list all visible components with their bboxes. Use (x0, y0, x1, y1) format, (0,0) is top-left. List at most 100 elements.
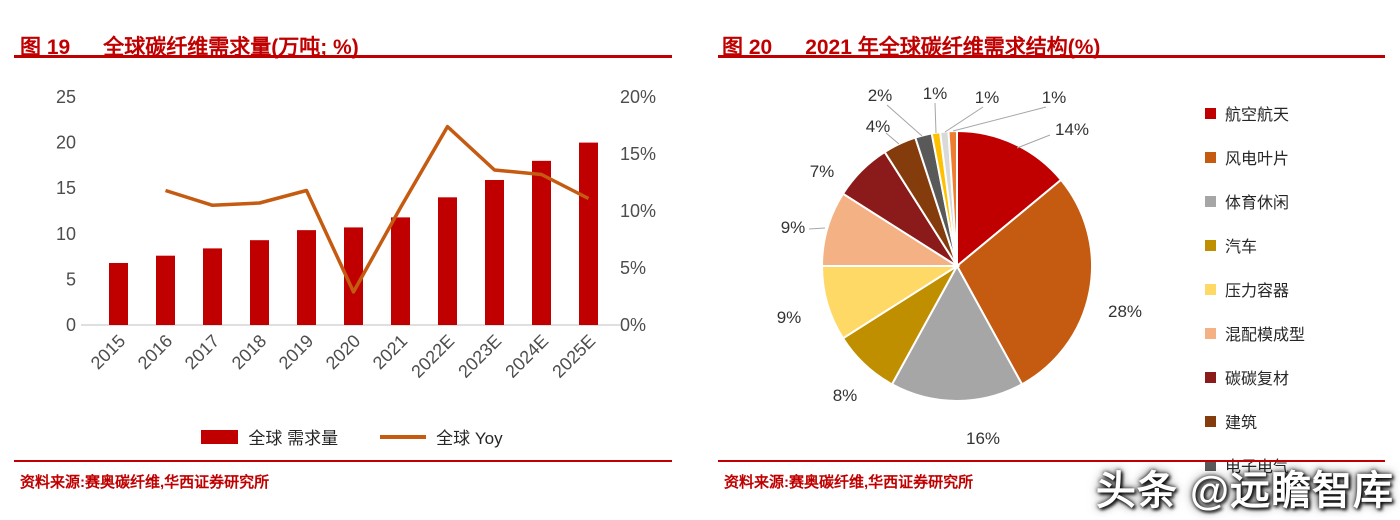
bar-2016 (156, 255, 175, 325)
pie-leader-line (952, 106, 1047, 132)
x-axis-tick: 2016 (134, 331, 176, 373)
x-axis-tick: 2021 (369, 331, 411, 373)
legend-label: 电子电气 (1225, 459, 1290, 476)
legend-swatch (1205, 327, 1216, 339)
figure-20-number: 图 20 (722, 36, 773, 60)
pie-leader-line (808, 227, 826, 230)
right-axis-tick: 0% (620, 315, 646, 335)
pie-slice-航空航天 (956, 129, 1063, 269)
pie-value-label: 4% (866, 117, 891, 136)
left-axis-tick: 15 (56, 178, 76, 198)
x-axis-tick: 2018 (228, 331, 270, 373)
pie-value-label: 28% (1108, 302, 1142, 321)
figure-20-bottom-rule (718, 460, 1385, 462)
legend-item-压力容器: 压力容器 (1205, 277, 1305, 301)
x-axis-tick: 2020 (322, 331, 364, 373)
bar-2022E (438, 197, 457, 325)
figure-20-title-rule (718, 55, 1385, 58)
left-axis-tick: 5 (66, 269, 76, 289)
pie-slice-slice-12 (947, 129, 958, 267)
figure-19-number: 图 19 (20, 36, 71, 60)
legend-item-建筑: 建筑 (1205, 409, 1305, 433)
figure-20-title: 图 20 2021 年全球碳纤维需求结构(%) (722, 31, 1100, 61)
pie-value-label: 14% (1055, 120, 1089, 139)
figure-19-title-rule (14, 55, 672, 58)
legend-label: 风电叶片 (1225, 151, 1290, 168)
pie-leader-line (944, 106, 984, 133)
legend-item-碳碳复材: 碳碳复材 (1205, 365, 1305, 389)
pie-slice-体育休闲 (890, 263, 1024, 402)
x-axis-tick: 2017 (181, 331, 223, 373)
pie-value-label: 1% (923, 84, 948, 103)
figure-19-title-text: 全球碳纤维需求量(万吨; %) (103, 36, 359, 60)
bar-2018 (250, 240, 269, 325)
legend-swatch (1205, 415, 1216, 427)
left-axis-tick: 25 (56, 87, 76, 107)
pie-leader-line (885, 132, 900, 145)
legend-item-航空航天: 航空航天 (1205, 101, 1305, 125)
legend-swatch (1205, 107, 1216, 119)
pie-value-label: 9% (777, 308, 802, 327)
legend-label: 压力容器 (1225, 283, 1290, 300)
legend-label: 汽车 (1225, 239, 1258, 256)
pie-leader-line (1016, 134, 1051, 149)
watermark: 头条 @远瞻智库 (1095, 469, 1394, 513)
x-axis-tick: 2019 (275, 331, 317, 373)
pie-slice-风电叶片 (955, 178, 1093, 386)
right-axis-tick: 15% (620, 144, 656, 164)
legend-label: 混配模成型 (1225, 327, 1306, 344)
fig20-pie-chart: 14% 28% 16% 8% 9% 9% 7% 4% 2% 1% 1% 1% (777, 84, 1142, 448)
bar-2025E (579, 142, 598, 325)
bar-2019 (297, 230, 316, 325)
pie-value-label: 9% (781, 218, 806, 237)
right-axis-tick: 5% (620, 258, 646, 278)
pie-value-label: 1% (975, 88, 1000, 107)
pie-leader-line (886, 104, 923, 137)
legend-label: 碳碳复材 (1225, 371, 1290, 388)
bar-series-label: 全球 需求量 (248, 429, 339, 448)
figure-19-source: 资料来源:赛奥碳纤维,华西证券研究所 (20, 474, 270, 491)
pie-value-label: 16% (966, 429, 1000, 448)
line-series-label: 全球 Yoy (436, 429, 503, 448)
legend-item-风电叶片: 风电叶片 (1205, 145, 1305, 169)
pie-value-label: 7% (810, 162, 835, 181)
legend-swatch (1205, 283, 1216, 295)
bar-2021 (391, 217, 410, 325)
legend-item-体育休闲: 体育休闲 (1205, 189, 1305, 213)
figure-19-bottom-rule (14, 460, 672, 462)
figure-19-title: 图 19 全球碳纤维需求量(万吨; %) (20, 31, 359, 61)
bar-2024E (532, 160, 551, 325)
legend-label: 建筑 (1225, 415, 1258, 432)
x-axis-tick: 2023E (454, 331, 505, 382)
legend-label: 航空航天 (1225, 107, 1290, 124)
bar-2020 (344, 227, 363, 325)
figure-20-title-text: 2021 年全球碳纤维需求结构(%) (805, 36, 1101, 60)
x-axis-tick: 2022E (407, 331, 458, 382)
legend-label: 体育休闲 (1225, 195, 1290, 212)
left-axis-tick: 0 (66, 315, 76, 335)
legend-swatch (1205, 151, 1216, 163)
legend-swatch (1205, 459, 1216, 471)
fig20-legend: 航空航天风电叶片体育休闲汽车压力容器混配模成型碳碳复材建筑电子电气 (1205, 101, 1305, 477)
yoy-line (164, 124, 590, 294)
left-axis-tick: 10 (56, 224, 76, 244)
bar-series-swatch (201, 429, 239, 444)
pie-leader-line (934, 102, 937, 134)
right-axis-tick: 20% (620, 87, 656, 107)
line-series-swatch (380, 434, 427, 439)
pie-value-label: 8% (833, 386, 858, 405)
figure-19-panel: 图 19 全球碳纤维需求量(万吨; %) 0 5 10 15 20 25 0% 5% 10% 15%… (14, 31, 690, 491)
pie-value-label: 2% (868, 86, 893, 105)
pie-value-label: 1% (1042, 88, 1067, 107)
x-axis-tick: 2025E (548, 331, 599, 382)
bar-2023E (485, 179, 504, 325)
right-axis-tick: 10% (620, 201, 656, 221)
x-axis-tick: 2024E (501, 331, 552, 382)
bar-2015 (109, 262, 128, 325)
left-axis-tick: 20 (56, 133, 76, 153)
figure-20-source: 资料来源:赛奥碳纤维,华西证券研究所 (724, 474, 974, 491)
legend-item-电子电气: 电子电气 (1205, 453, 1305, 477)
legend-item-混配模成型: 混配模成型 (1205, 321, 1305, 345)
fig19-legend: 全球 需求量 全球 Yoy (14, 424, 690, 449)
